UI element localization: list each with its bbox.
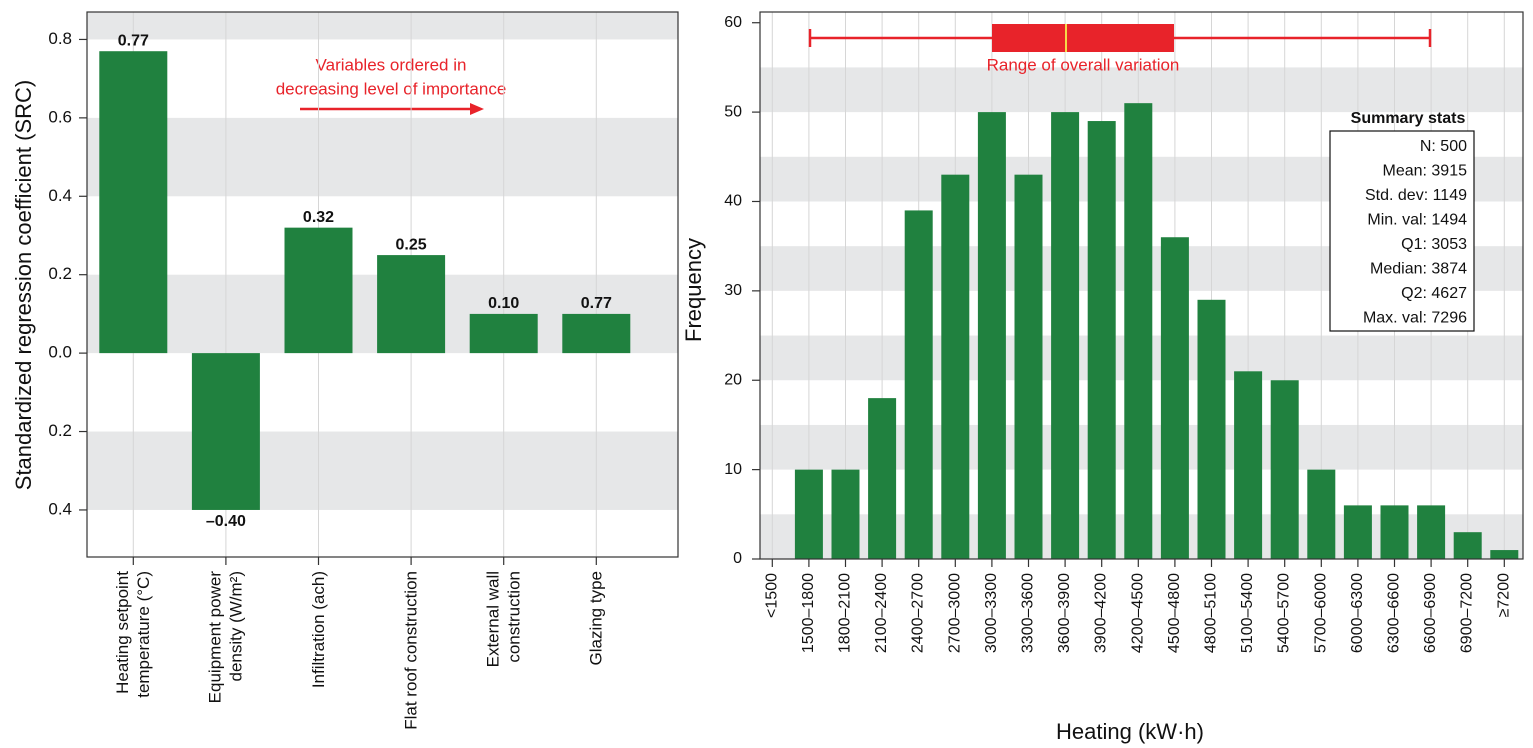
stats-box [1329, 130, 1475, 332]
x-tick-label: 3900–4200 [1092, 573, 1110, 654]
stats-title: Summary stats [1351, 110, 1466, 127]
y-tick-label: 10 [724, 461, 742, 478]
arrow-head [470, 103, 484, 115]
bar-annotation: 0.77 [581, 295, 612, 312]
x-tick-label: 6900–7200 [1458, 573, 1476, 654]
y-tick-label: 50 [724, 103, 742, 120]
y-tick-label: 0 [733, 550, 742, 567]
stats-line: Median: 3874 [1370, 261, 1467, 278]
x-tick-label: Flat roof construction [401, 571, 421, 730]
plot-frame [86, 11, 679, 558]
value-label: 0.32 [303, 209, 334, 226]
x-tick-label: Equipment power density (W/m²) [205, 571, 246, 704]
x-tick-label: 6300–6600 [1385, 573, 1403, 654]
annotation: Range of overall variation [987, 55, 1180, 74]
x-tick-label: 6600–6900 [1422, 573, 1440, 654]
bar [1307, 469, 1336, 559]
bar [1014, 174, 1043, 560]
y-tick-label: 0.4 [48, 186, 72, 205]
x-tick-label: 4800–5100 [1202, 573, 1220, 654]
bar [1490, 550, 1519, 559]
bar [1197, 299, 1226, 559]
y-tick-label: 40 [724, 193, 742, 210]
stats-line: Q1: 3053 [1401, 236, 1467, 253]
value-label: 0.10 [488, 295, 519, 312]
x-tick-label: 5400–5700 [1275, 573, 1293, 654]
value-label: 0.25 [396, 236, 427, 253]
y-tick-label: 0.6 [48, 107, 72, 126]
bar [941, 174, 970, 560]
value-label: 0.77 [118, 32, 149, 49]
x-tick-label: 1800–2100 [836, 573, 854, 654]
grid-band [87, 117, 678, 197]
value-label: –0.40 [206, 513, 246, 530]
stats-line: Min. val: 1494 [1367, 212, 1467, 229]
bar [977, 112, 1006, 559]
stats-line: Max. val: 7296 [1363, 310, 1467, 327]
y-tick-label: 0.2 [48, 421, 72, 440]
x-tick-label: 2100–2400 [873, 573, 891, 654]
bar [1453, 532, 1482, 559]
range-box [992, 24, 1174, 52]
plot-frame [759, 11, 1524, 560]
x-tick-label: 5700–6000 [1312, 573, 1330, 654]
bar [1124, 103, 1153, 560]
x-tick-label: 1500–1800 [799, 573, 817, 654]
x-tick-label: 3000–3300 [982, 573, 1000, 654]
bar [284, 227, 353, 354]
x-tick-label: External wall construction [483, 571, 524, 668]
bar [1234, 371, 1263, 559]
x-tick-label: 5100–5400 [1239, 573, 1257, 654]
bar [377, 255, 446, 354]
x-tick-label: 4200–4500 [1129, 573, 1147, 654]
y-tick-label: 0.8 [48, 29, 72, 48]
x-tick-label: 2400–2700 [909, 573, 927, 654]
x-tick-label: 3300–3600 [1019, 573, 1037, 654]
bar [868, 398, 897, 559]
y-tick-label: 0.2 [48, 264, 72, 283]
x-tick-label: <1500 [763, 573, 781, 618]
bar [1051, 112, 1080, 559]
annotation: decreasing level of importance [276, 79, 507, 98]
y-axis-label: Frequency [681, 238, 706, 342]
y-tick-label: 60 [724, 14, 742, 31]
bar [1160, 237, 1189, 559]
stats-line: N: 500 [1420, 138, 1467, 155]
y-tick-label: 0.0 [48, 343, 72, 362]
x-axis-label: Heating (kW·h) [1056, 719, 1204, 744]
bar [1380, 505, 1409, 559]
stats-line: Std. dev: 1149 [1365, 187, 1467, 204]
x-tick-label: Infiltration (ach) [308, 571, 328, 689]
bar [562, 313, 631, 354]
bar [99, 51, 168, 354]
annotation: Variables ordered in [316, 55, 467, 74]
grid-band [87, 12, 678, 40]
bar [1417, 505, 1446, 559]
x-tick-label: Heating setpoint temperature (°C) [113, 571, 154, 698]
x-tick-label: ≥7200 [1495, 573, 1513, 618]
grid-band [87, 431, 678, 510]
bar [1087, 121, 1116, 559]
bar [1270, 380, 1299, 559]
x-tick-label: 2700–3000 [946, 573, 964, 654]
bar [904, 210, 933, 559]
x-tick-label: 6000–6300 [1348, 573, 1366, 654]
y-tick-label: 30 [724, 282, 742, 299]
y-tick-label: 0.4 [48, 499, 72, 518]
bar [1343, 505, 1372, 559]
bar [191, 353, 260, 510]
x-tick-label: 3600–3900 [1056, 573, 1074, 654]
y-axis-label: Standardized regression coefficient (SRC… [11, 80, 36, 490]
bar [469, 313, 538, 354]
x-tick-label: Glazing type [586, 571, 606, 666]
bar [794, 469, 823, 559]
y-tick-label: 20 [724, 371, 742, 388]
stats-line: Mean: 3915 [1382, 163, 1467, 180]
x-tick-label: 4500–4800 [1165, 573, 1183, 654]
stats-line: Q2: 4627 [1401, 285, 1467, 302]
bar [831, 469, 860, 559]
